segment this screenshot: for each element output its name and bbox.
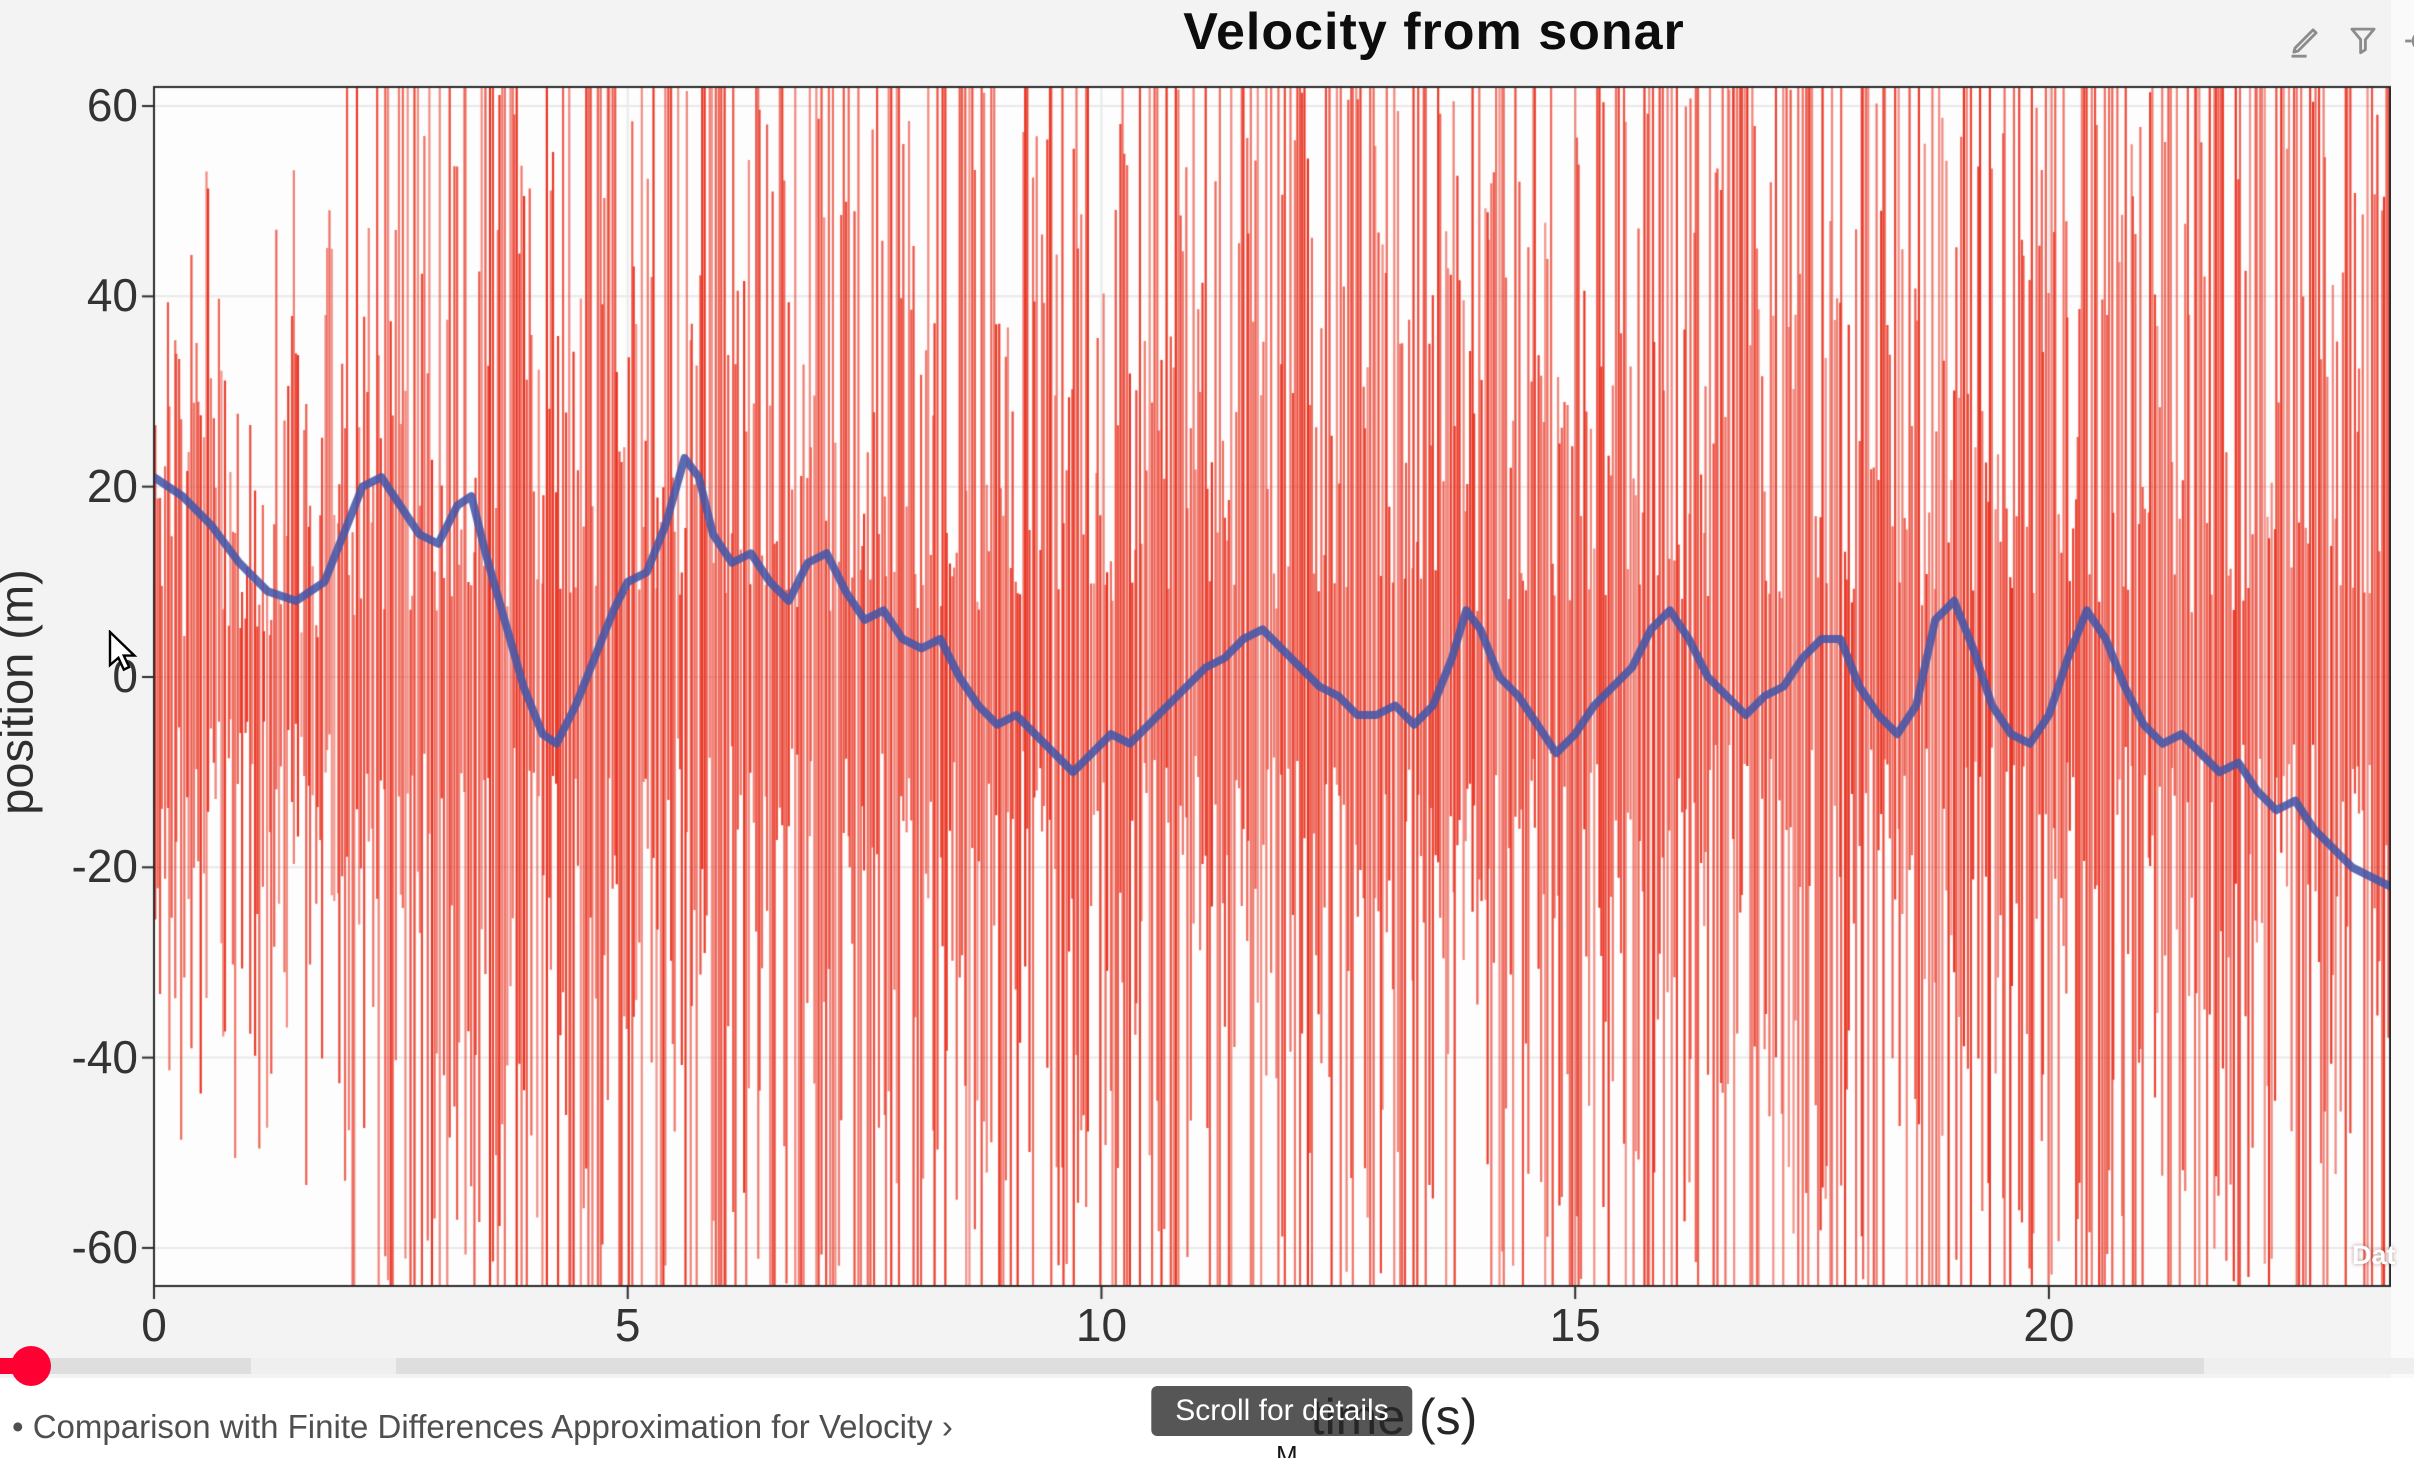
axes-toolbar [2286, 22, 2414, 60]
brush-icon[interactable] [2286, 22, 2324, 60]
x-tick-label: 5 [615, 1298, 641, 1352]
video-progress-buffered [251, 1358, 396, 1374]
video-player-frame: Velocity from sonar position (m) time (s… [0, 0, 2414, 1458]
legend-partial-text: Dat [2352, 1240, 2396, 1271]
figure-right-margin [2391, 0, 2414, 1378]
x-tick-label: 15 [1550, 1298, 1601, 1352]
x-tick-label: 0 [141, 1298, 167, 1352]
y-tick-label: -40 [0, 1030, 138, 1084]
video-playhead[interactable] [11, 1346, 51, 1386]
mouse-cursor-icon [108, 630, 146, 674]
video-progress-buffered [2204, 1358, 2414, 1374]
chart-title: Velocity from sonar [1183, 2, 1685, 62]
plot-canvas [140, 75, 2402, 1308]
y-tick-label: 20 [0, 459, 138, 513]
y-tick-label: -20 [0, 839, 138, 893]
matlab-figure: Velocity from sonar position (m) time (s… [0, 0, 2414, 1378]
video-chapter-caption[interactable]: • Comparison with Finite Differences App… [12, 1408, 953, 1446]
datatip-icon[interactable] [2344, 22, 2382, 60]
y-tick-label: -60 [0, 1220, 138, 1274]
video-progress-bar[interactable] [0, 1358, 2414, 1374]
y-tick-label: 40 [0, 268, 138, 322]
options-icon[interactable] [2402, 22, 2414, 60]
x-tick-label: 20 [2023, 1298, 2074, 1352]
cutoff-text: M [1276, 1440, 1298, 1458]
scroll-hint-toast: Scroll for details [1151, 1386, 1412, 1436]
x-tick-label: 10 [1076, 1298, 1127, 1352]
y-tick-label: 60 [0, 78, 138, 132]
